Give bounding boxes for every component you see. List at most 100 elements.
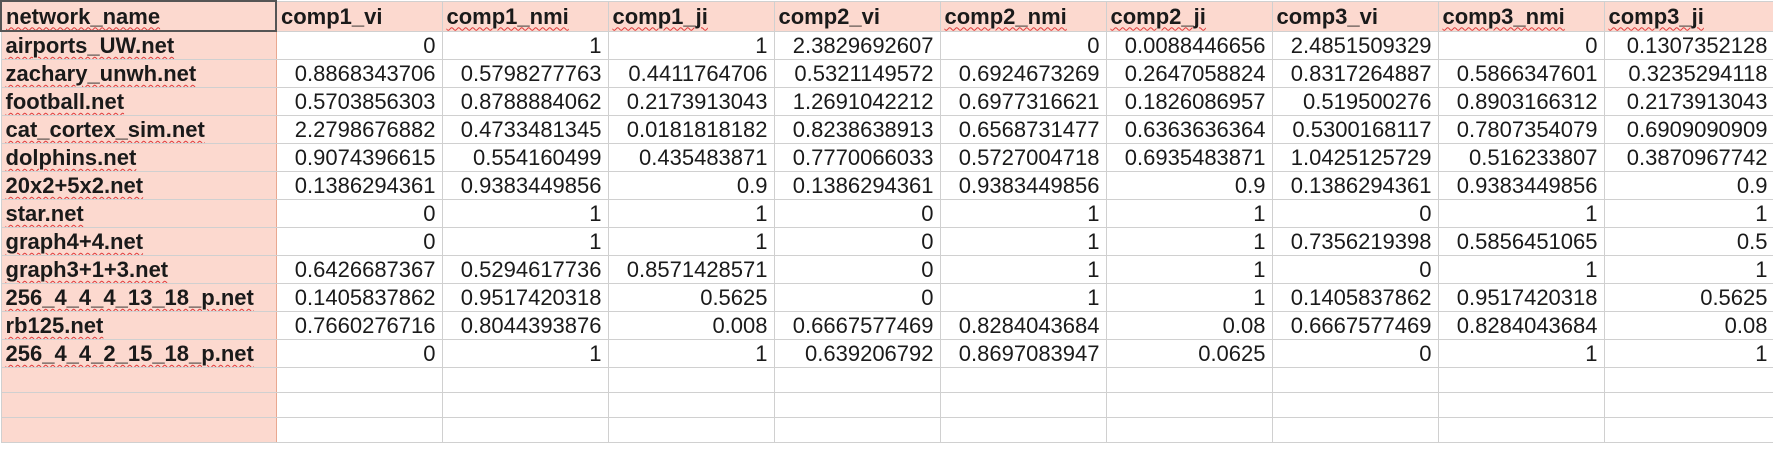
- data-cell[interactable]: 0.5: [1603, 227, 1773, 256]
- data-cell[interactable]: 0.5294617736: [441, 255, 609, 284]
- data-cell[interactable]: 0: [773, 227, 941, 256]
- data-cell[interactable]: 0.8044393876: [441, 311, 609, 340]
- data-cell[interactable]: 1: [1603, 339, 1773, 368]
- empty-cell[interactable]: [1105, 367, 1273, 393]
- data-cell[interactable]: 2.4851509329: [1271, 30, 1439, 60]
- data-cell[interactable]: 0.9: [607, 171, 775, 200]
- empty-cell[interactable]: [1437, 417, 1605, 443]
- data-cell[interactable]: 0.3870967742: [1603, 143, 1773, 172]
- data-cell[interactable]: 1: [607, 30, 775, 60]
- empty-cell[interactable]: [773, 392, 941, 418]
- data-cell[interactable]: 0.6667577469: [1271, 311, 1439, 340]
- data-cell[interactable]: 1: [939, 255, 1107, 284]
- data-cell[interactable]: 0.5727004718: [939, 143, 1107, 172]
- data-cell[interactable]: 0.3235294118: [1603, 59, 1773, 88]
- row-label-cell[interactable]: rb125.net: [0, 311, 277, 340]
- data-cell[interactable]: 1: [1105, 227, 1273, 256]
- row-label-cell[interactable]: 256_4_4_4_13_18_p.net: [0, 283, 277, 312]
- row-label-cell[interactable]: star.net: [0, 199, 277, 228]
- data-cell[interactable]: 0.9: [1603, 171, 1773, 200]
- data-cell[interactable]: 1: [1603, 199, 1773, 228]
- data-cell[interactable]: 0.6667577469: [773, 311, 941, 340]
- data-cell[interactable]: 2.3829692607: [773, 30, 941, 60]
- data-cell[interactable]: 0.08: [1603, 311, 1773, 340]
- data-cell[interactable]: 0.7660276716: [275, 311, 443, 340]
- data-cell[interactable]: 0.8868343706: [275, 59, 443, 88]
- data-cell[interactable]: 0.9517420318: [441, 283, 609, 312]
- data-cell[interactable]: 0: [275, 199, 443, 228]
- data-cell[interactable]: 0.7770066033: [773, 143, 941, 172]
- data-cell[interactable]: 0.6924673269: [939, 59, 1107, 88]
- data-cell[interactable]: 0.4411764706: [607, 59, 775, 88]
- empty-cell[interactable]: [1271, 392, 1439, 418]
- empty-cell[interactable]: [1437, 367, 1605, 393]
- data-cell[interactable]: 1: [607, 227, 775, 256]
- empty-cell[interactable]: [0, 367, 277, 393]
- data-cell[interactable]: 1.0425125729: [1271, 143, 1439, 172]
- empty-cell[interactable]: [0, 417, 277, 443]
- row-label-cell[interactable]: graph4+4.net: [0, 227, 277, 256]
- data-cell[interactable]: 0.8284043684: [1437, 311, 1605, 340]
- data-cell[interactable]: 0.5703856303: [275, 87, 443, 116]
- empty-cell[interactable]: [441, 367, 609, 393]
- header-cell-comp1-nmi[interactable]: comp1_nmi: [441, 0, 609, 32]
- empty-cell[interactable]: [275, 367, 443, 393]
- empty-cell[interactable]: [607, 367, 775, 393]
- row-label-cell[interactable]: cat_cortex_sim.net: [0, 115, 277, 144]
- data-cell[interactable]: 0.0088446656: [1105, 30, 1273, 60]
- empty-cell[interactable]: [275, 392, 443, 418]
- header-cell-comp2-ji[interactable]: comp2_ji: [1105, 0, 1273, 32]
- data-cell[interactable]: 0: [773, 255, 941, 284]
- empty-cell[interactable]: [607, 392, 775, 418]
- data-cell[interactable]: 0.5625: [1603, 283, 1773, 312]
- data-cell[interactable]: 0.9383449856: [441, 171, 609, 200]
- empty-cell[interactable]: [607, 417, 775, 443]
- data-cell[interactable]: 1: [939, 199, 1107, 228]
- data-cell[interactable]: 0.6909090909: [1603, 115, 1773, 144]
- data-cell[interactable]: 0.8317264887: [1271, 59, 1439, 88]
- data-cell[interactable]: 1: [1603, 255, 1773, 284]
- data-cell[interactable]: 0.6426687367: [275, 255, 443, 284]
- header-cell-comp1-vi[interactable]: comp1_vi: [275, 0, 443, 32]
- header-cell-comp3-vi[interactable]: comp3_vi: [1271, 0, 1439, 32]
- data-cell[interactable]: 0.1386294361: [773, 171, 941, 200]
- data-cell[interactable]: 0.08: [1105, 311, 1273, 340]
- data-cell[interactable]: 0.8788884062: [441, 87, 609, 116]
- data-cell[interactable]: 1: [939, 283, 1107, 312]
- data-cell[interactable]: 0.8284043684: [939, 311, 1107, 340]
- data-cell[interactable]: 1: [939, 227, 1107, 256]
- header-cell-comp1-ji[interactable]: comp1_ji: [607, 0, 775, 32]
- data-cell[interactable]: 0.9517420318: [1437, 283, 1605, 312]
- row-label-cell[interactable]: football.net: [0, 87, 277, 116]
- row-label-cell[interactable]: 256_4_4_2_15_18_p.net: [0, 339, 277, 368]
- header-cell-comp2-vi[interactable]: comp2_vi: [773, 0, 941, 32]
- data-cell[interactable]: 0.0181818182: [607, 115, 775, 144]
- empty-cell[interactable]: [773, 367, 941, 393]
- data-cell[interactable]: 0.5866347601: [1437, 59, 1605, 88]
- data-cell[interactable]: 0: [1271, 255, 1439, 284]
- empty-cell[interactable]: [1105, 417, 1273, 443]
- empty-cell[interactable]: [1603, 392, 1773, 418]
- row-label-cell[interactable]: dolphins.net: [0, 143, 277, 172]
- data-cell[interactable]: 1: [441, 30, 609, 60]
- empty-cell[interactable]: [0, 392, 277, 418]
- data-cell[interactable]: 0.8903166312: [1437, 87, 1605, 116]
- data-cell[interactable]: 1: [441, 339, 609, 368]
- header-cell-comp2-nmi[interactable]: comp2_nmi: [939, 0, 1107, 32]
- data-cell[interactable]: 0.1386294361: [275, 171, 443, 200]
- data-cell[interactable]: 0.1405837862: [1271, 283, 1439, 312]
- data-cell[interactable]: 0.1307352128: [1603, 30, 1773, 60]
- data-cell[interactable]: 0.1405837862: [275, 283, 443, 312]
- empty-cell[interactable]: [441, 392, 609, 418]
- data-cell[interactable]: 1.2691042212: [773, 87, 941, 116]
- data-cell[interactable]: 0.2173913043: [1603, 87, 1773, 116]
- data-cell[interactable]: 0.5856451065: [1437, 227, 1605, 256]
- data-cell[interactable]: 0.6935483871: [1105, 143, 1273, 172]
- data-cell[interactable]: 0.5300168117: [1271, 115, 1439, 144]
- empty-cell[interactable]: [773, 417, 941, 443]
- data-cell[interactable]: 1: [441, 199, 609, 228]
- data-cell[interactable]: 1: [1105, 199, 1273, 228]
- data-cell[interactable]: 0: [939, 30, 1107, 60]
- data-cell[interactable]: 0.2647058824: [1105, 59, 1273, 88]
- data-cell[interactable]: 0.435483871: [607, 143, 775, 172]
